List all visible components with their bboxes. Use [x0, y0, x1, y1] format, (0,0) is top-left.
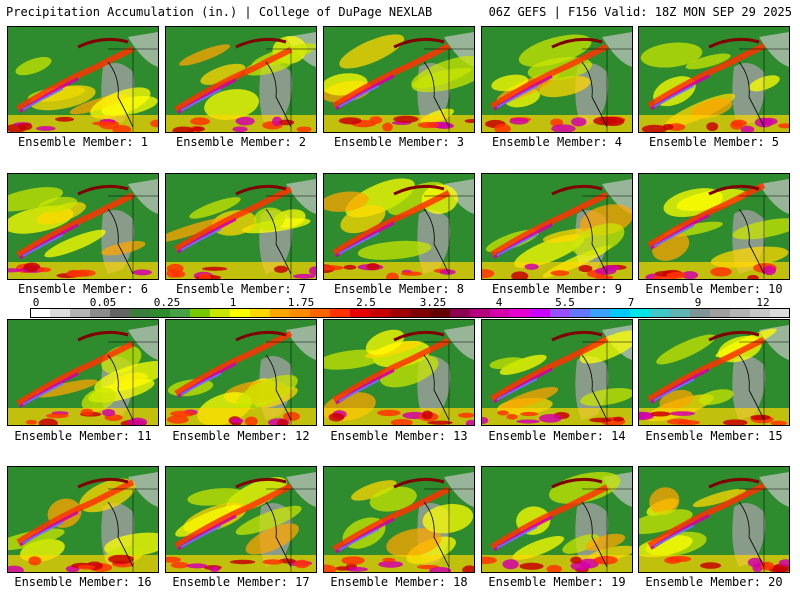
ensemble-member-map	[7, 173, 159, 280]
colorbar-swatch	[70, 308, 91, 318]
colorbar-swatch	[370, 308, 391, 318]
ensemble-member-label: Ensemble Member: 14	[488, 429, 626, 443]
colorbar-swatch	[490, 308, 511, 318]
colorbar-swatch	[130, 308, 151, 318]
colorbar-swatch	[730, 308, 751, 318]
ensemble-member-label: Ensemble Member: 8	[333, 282, 465, 296]
ensemble-member-label: Ensemble Member: 12	[172, 429, 310, 443]
ensemble-member-label: Ensemble Member: 6	[17, 282, 149, 296]
ensemble-member-map	[323, 26, 475, 133]
colorbar-tick-label: 4	[495, 296, 503, 309]
colorbar-tick-label: 5.5	[555, 296, 575, 309]
colorbar-swatch	[670, 308, 691, 318]
ensemble-member-label: Ensemble Member: 16	[14, 575, 152, 589]
ensemble-member-map	[323, 319, 475, 426]
ensemble-member-map	[165, 26, 317, 133]
colorbar-tick-label: 0.25	[153, 296, 181, 309]
colorbar-swatch	[330, 308, 351, 318]
colorbar-swatch	[350, 308, 371, 318]
ensemble-member-map	[7, 319, 159, 426]
colorbar-swatch	[610, 308, 631, 318]
colorbar-swatch	[690, 308, 711, 318]
ensemble-member-label: Ensemble Member: 10	[645, 282, 783, 296]
colorbar-swatch	[770, 308, 790, 318]
colorbar-swatch	[530, 308, 551, 318]
page-title: Precipitation Accumulation (in.) | Colle…	[6, 5, 433, 19]
ensemble-member-map	[165, 466, 317, 573]
ensemble-member-label: Ensemble Member: 9	[491, 282, 623, 296]
colorbar-swatch	[50, 308, 71, 318]
colorbar-tick-label: 1	[229, 296, 237, 309]
colorbar-swatch	[570, 308, 591, 318]
colorbar-swatch	[190, 308, 211, 318]
colorbar-swatch	[150, 308, 171, 318]
colorbar-swatch	[90, 308, 111, 318]
model-run-info: 06Z GEFS | F156 Valid: 18Z MON SEP 29 20…	[488, 5, 792, 19]
ensemble-member-label: Ensemble Member: 13	[330, 429, 468, 443]
colorbar-swatch	[110, 308, 131, 318]
colorbar-swatch	[630, 308, 651, 318]
ensemble-member-map	[165, 173, 317, 280]
colorbar-swatch	[390, 308, 411, 318]
ensemble-member-label: Ensemble Member: 2	[175, 135, 307, 149]
colorbar-tick-label: 0.05	[89, 296, 117, 309]
colorbar-tick-label: 2.5	[356, 296, 376, 309]
ensemble-member-label: Ensemble Member: 15	[645, 429, 783, 443]
colorbar-swatch	[430, 308, 451, 318]
ensemble-member-label: Ensemble Member: 5	[648, 135, 780, 149]
colorbar-swatch	[650, 308, 671, 318]
ensemble-member-label: Ensemble Member: 1	[17, 135, 149, 149]
ensemble-member-map	[481, 466, 633, 573]
ensemble-member-map	[481, 26, 633, 133]
ensemble-member-label: Ensemble Member: 7	[175, 282, 307, 296]
ensemble-member-map	[638, 173, 790, 280]
colorbar-swatch	[710, 308, 731, 318]
colorbar-tick-label: 1.75	[287, 296, 315, 309]
ensemble-member-map	[165, 319, 317, 426]
ensemble-member-map	[638, 466, 790, 573]
colorbar-swatch	[590, 308, 611, 318]
ensemble-member-label: Ensemble Member: 20	[645, 575, 783, 589]
colorbar-tick-label: 9	[694, 296, 702, 309]
colorbar-swatch	[250, 308, 271, 318]
colorbar-swatch	[230, 308, 251, 318]
ensemble-member-map	[323, 466, 475, 573]
colorbar-tick-label: 3.25	[419, 296, 447, 309]
ensemble-member-map	[7, 26, 159, 133]
colorbar-tick-label: 12	[756, 296, 770, 309]
ensemble-member-label: Ensemble Member: 19	[488, 575, 626, 589]
colorbar-tick-label: 7	[627, 296, 635, 309]
colorbar-swatch	[310, 308, 331, 318]
precipitation-colorbar	[30, 308, 790, 318]
colorbar-swatch	[290, 308, 311, 318]
colorbar-swatch	[550, 308, 571, 318]
colorbar-swatch	[410, 308, 431, 318]
colorbar-swatch	[30, 308, 51, 318]
colorbar-swatch	[210, 308, 231, 318]
ensemble-member-map	[638, 319, 790, 426]
ensemble-member-map	[481, 173, 633, 280]
ensemble-member-map	[7, 466, 159, 573]
colorbar-swatch	[470, 308, 491, 318]
ensemble-member-label: Ensemble Member: 3	[333, 135, 465, 149]
colorbar-swatch	[450, 308, 471, 318]
ensemble-member-map	[638, 26, 790, 133]
colorbar-tick-label: 0	[32, 296, 40, 309]
ensemble-member-map	[481, 319, 633, 426]
colorbar-swatch	[270, 308, 291, 318]
ensemble-member-label: Ensemble Member: 17	[172, 575, 310, 589]
colorbar-swatch	[510, 308, 531, 318]
colorbar-swatch	[750, 308, 771, 318]
ensemble-member-label: Ensemble Member: 4	[491, 135, 623, 149]
colorbar-swatch	[170, 308, 191, 318]
ensemble-member-map	[323, 173, 475, 280]
ensemble-member-label: Ensemble Member: 18	[330, 575, 468, 589]
ensemble-member-label: Ensemble Member: 11	[14, 429, 152, 443]
